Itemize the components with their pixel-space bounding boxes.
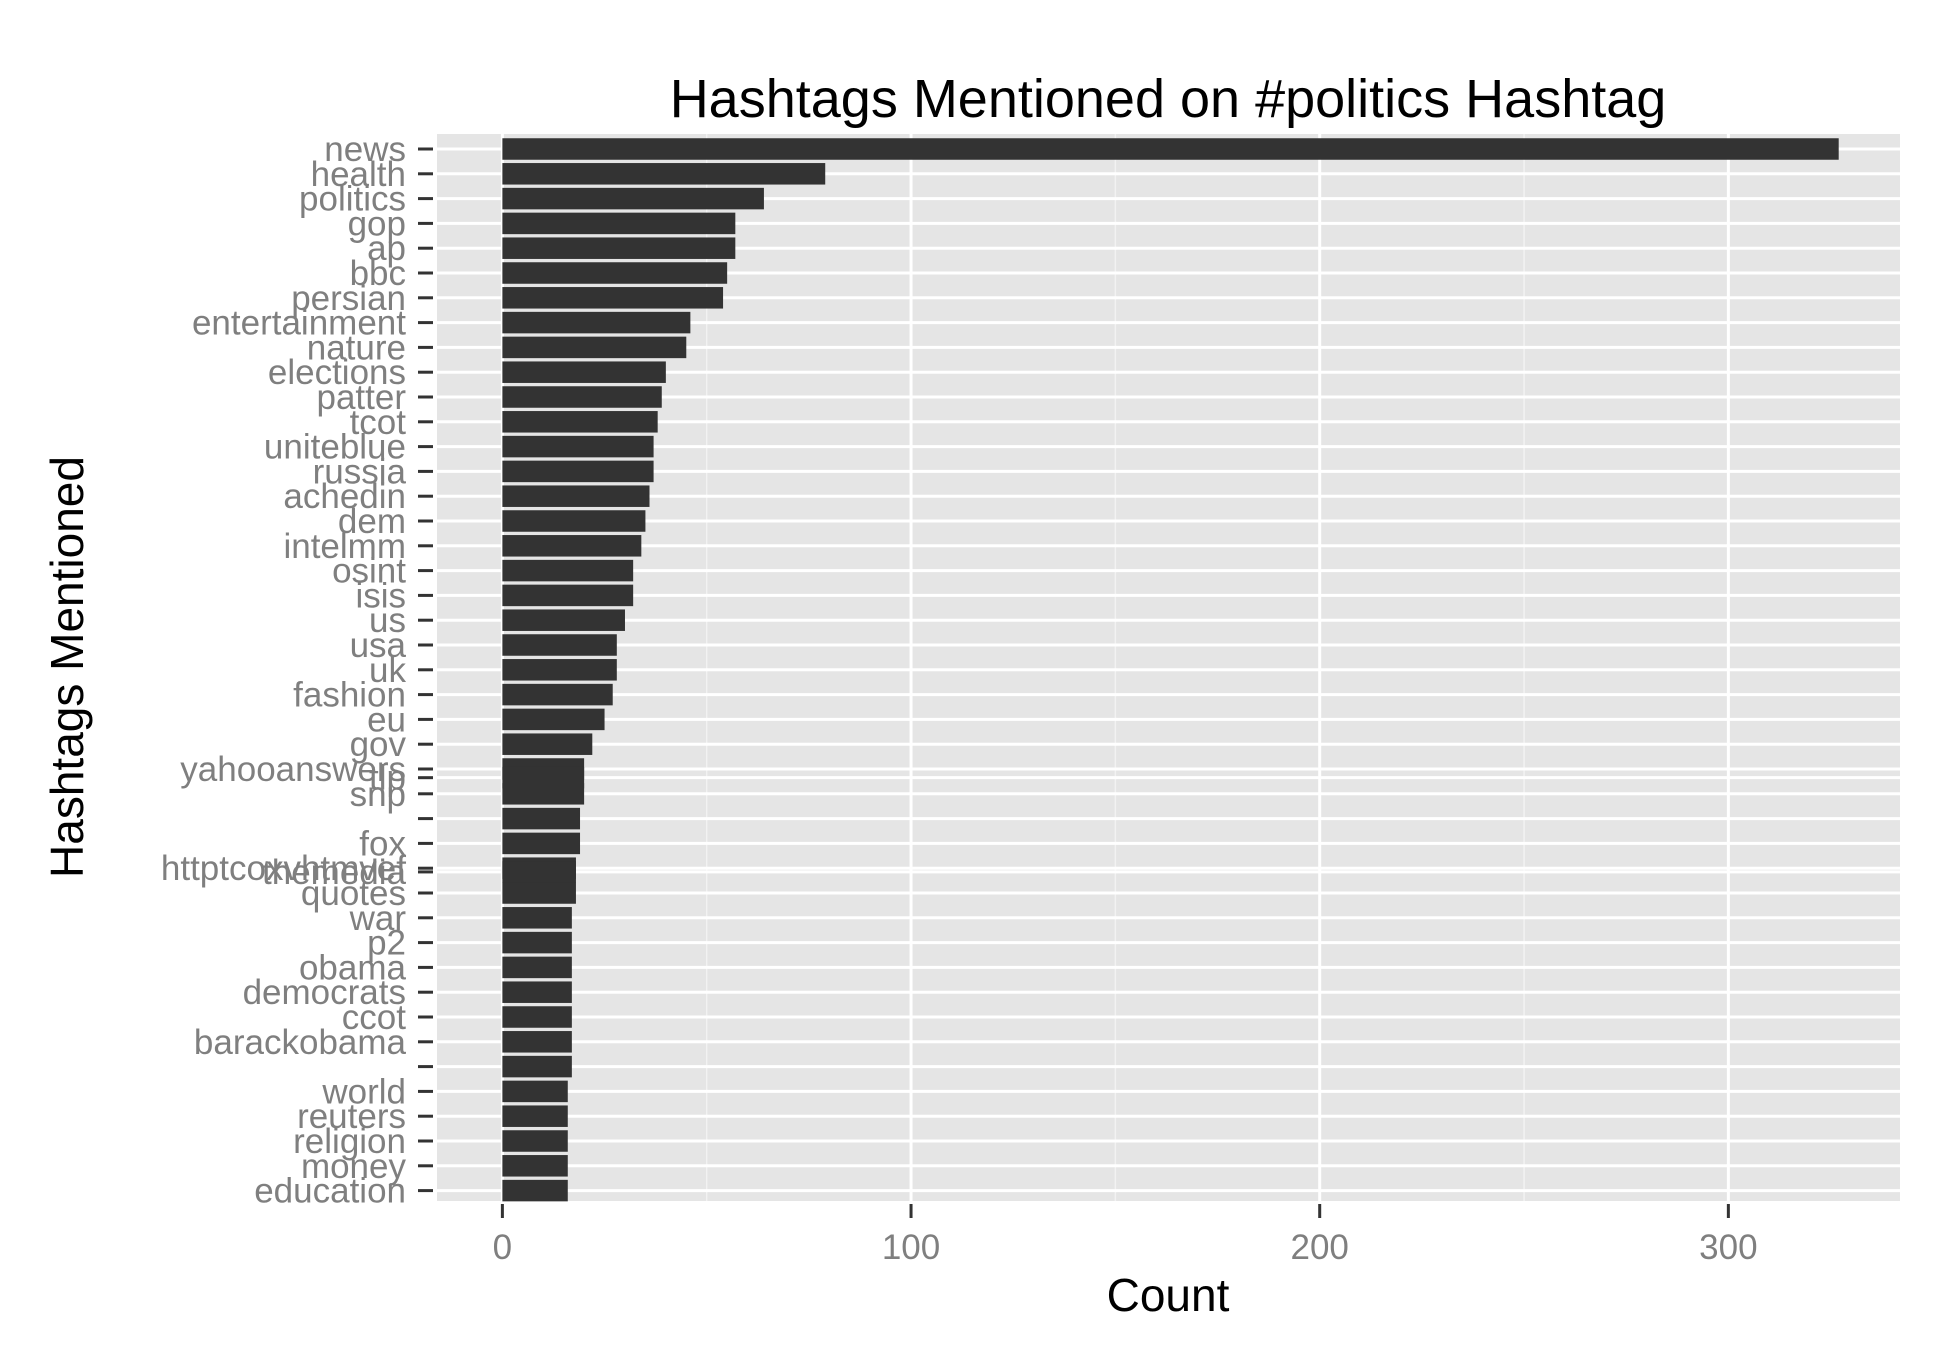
bar xyxy=(502,981,572,1003)
x-tick-label: 0 xyxy=(493,1228,512,1267)
x-axis-ticks: 0 100 200 300 xyxy=(493,1204,1758,1267)
x-tick-label: 300 xyxy=(1699,1228,1757,1267)
bar xyxy=(502,659,617,681)
y-tick-label: uniteblue xyxy=(264,428,406,467)
y-tick-label: nature xyxy=(307,328,406,367)
y-tick-label: war xyxy=(349,899,407,938)
bar xyxy=(502,832,581,855)
y-tick-label: quotes xyxy=(301,874,406,913)
y-tick-label: isis xyxy=(355,576,406,615)
bar xyxy=(502,336,687,359)
y-tick-label: ccot xyxy=(342,998,406,1037)
bar xyxy=(502,187,764,210)
y-tick-label: democrats xyxy=(243,973,406,1012)
y-tick-label: religion xyxy=(293,1122,406,1161)
bar xyxy=(502,287,724,309)
x-tick-label: 200 xyxy=(1291,1228,1349,1267)
y-tick-label: barackobama xyxy=(194,1023,407,1062)
bar xyxy=(502,485,650,507)
bar xyxy=(502,237,736,259)
bar xyxy=(502,311,691,334)
bar xyxy=(502,1130,568,1152)
y-tick-label: eu xyxy=(367,700,406,739)
y-tick-label: education xyxy=(254,1172,406,1211)
bar xyxy=(502,138,1839,160)
bar xyxy=(502,634,617,656)
plot-panel xyxy=(437,134,1900,1201)
y-tick-label: world xyxy=(321,1072,406,1111)
x-tick-label: 100 xyxy=(882,1228,940,1267)
bar xyxy=(502,683,613,706)
bar xyxy=(502,907,572,929)
y-tick-label: ap xyxy=(367,229,406,268)
y-tick-label: politics xyxy=(299,180,406,219)
bar xyxy=(502,510,646,532)
y-tick-label: money xyxy=(301,1147,407,1186)
bar xyxy=(502,882,576,904)
bar xyxy=(502,733,593,755)
bar xyxy=(502,861,576,883)
y-tick-label: httptcoxvhtmvef xyxy=(161,849,406,888)
y-tick-label: uk xyxy=(369,651,406,690)
y-tick-label: usa xyxy=(350,626,407,665)
bar xyxy=(502,163,826,185)
bar xyxy=(502,386,662,408)
y-tick-label: russia xyxy=(313,452,407,491)
bar xyxy=(502,1080,568,1103)
bar xyxy=(502,807,581,830)
bar xyxy=(502,361,666,383)
y-tick-label: p2 xyxy=(367,924,406,963)
bar xyxy=(502,535,642,557)
y-tick-label: patter xyxy=(317,378,407,417)
bar xyxy=(502,584,634,607)
y-tick-label: osint xyxy=(332,552,406,591)
bar xyxy=(502,609,625,631)
y-tick-label: fox xyxy=(359,824,406,863)
y-tick-label: elections xyxy=(268,353,406,392)
y-tick-label: fashion xyxy=(293,676,406,715)
y-tick-label: obama xyxy=(299,948,407,987)
bar xyxy=(502,435,654,458)
bar xyxy=(502,708,605,731)
bar xyxy=(502,1155,568,1177)
y-tick-label: us xyxy=(369,601,406,640)
y-tick-label: tcot xyxy=(350,403,407,442)
bar xyxy=(502,1055,572,1078)
bar xyxy=(502,956,572,979)
y-tick-label: persian xyxy=(291,279,406,318)
y-axis-title: Hashtags Mentioned xyxy=(41,456,93,878)
bar xyxy=(502,212,736,235)
y-tick-label: achedin xyxy=(283,477,406,516)
y-tick-label: intelmm xyxy=(283,527,406,566)
y-tick-label: snp xyxy=(350,775,406,814)
chart-title: Hashtags Mentioned on #politics Hashtag xyxy=(670,69,1667,129)
bar xyxy=(502,1031,572,1053)
y-tick-label: entertainment xyxy=(192,304,406,343)
bar xyxy=(502,411,658,433)
bar xyxy=(502,783,585,805)
y-tick-label: tlp xyxy=(369,759,406,798)
y-axis-ticks: newshealthpoliticsgopapbbcpersianenterta… xyxy=(161,130,433,1211)
bar xyxy=(502,262,728,284)
x-axis-title: Count xyxy=(1107,1269,1230,1321)
y-tick-label: reuters xyxy=(297,1097,406,1136)
bars xyxy=(502,138,1839,1202)
y-tick-label: themedia xyxy=(262,853,407,892)
y-tick-label: news xyxy=(324,130,406,169)
bar xyxy=(502,1179,568,1202)
y-tick-label: gov xyxy=(350,725,407,764)
bar xyxy=(502,1105,568,1127)
y-tick-label: yahooanswers xyxy=(180,750,406,789)
bar xyxy=(502,460,654,483)
y-tick-label: bbc xyxy=(350,254,406,293)
y-tick-label: health xyxy=(311,155,406,194)
bar xyxy=(502,559,634,582)
bar xyxy=(502,931,572,954)
bar xyxy=(502,1006,572,1028)
y-tick-label: gop xyxy=(348,204,406,243)
y-tick-label: dem xyxy=(338,502,406,541)
